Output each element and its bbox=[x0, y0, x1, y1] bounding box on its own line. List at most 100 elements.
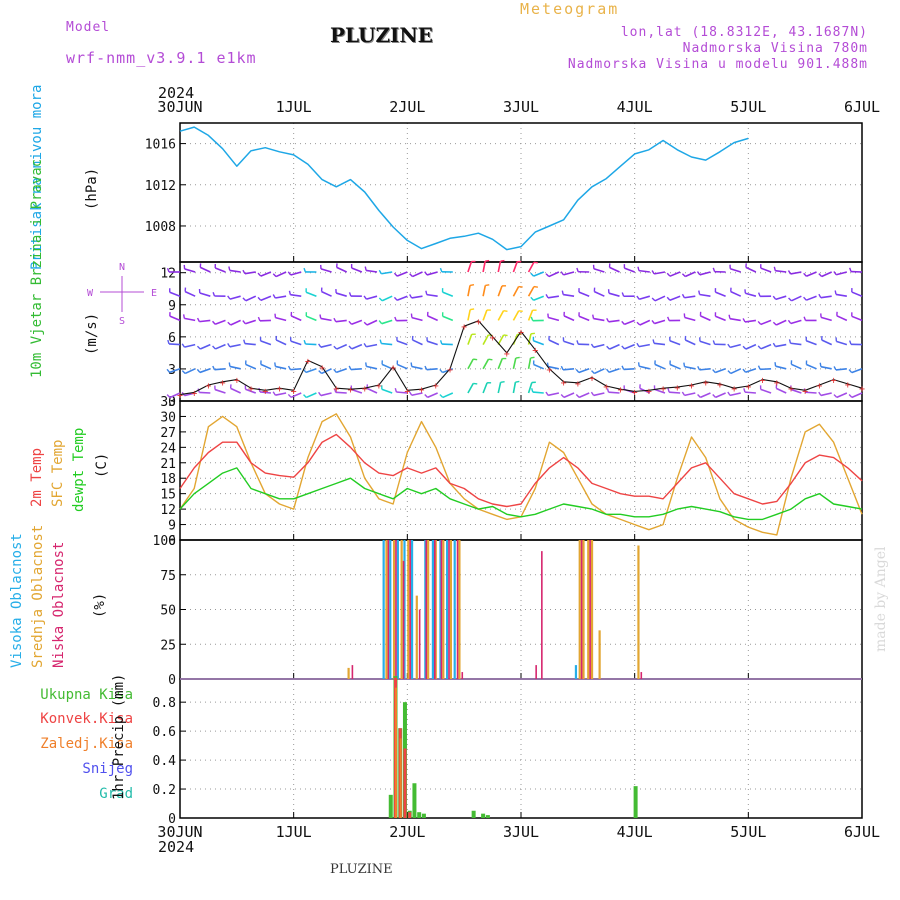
wind-barb bbox=[775, 365, 787, 370]
y-tick-label: 1008 bbox=[145, 220, 176, 235]
wind-barb bbox=[184, 317, 196, 322]
x-tick-label: 3JUL bbox=[502, 98, 540, 116]
x-tick-label: 1JUL bbox=[275, 98, 312, 116]
wind-speed-marker: + bbox=[674, 383, 680, 394]
model-name: wrf-nmm_v3.9.1 e1km bbox=[66, 49, 257, 67]
wind-barb bbox=[548, 316, 560, 322]
wind-barb-flag bbox=[228, 362, 231, 367]
wind-barb bbox=[229, 365, 241, 370]
wind-speed-marker: + bbox=[660, 384, 666, 395]
wind-barb bbox=[229, 269, 241, 273]
wind-barb bbox=[260, 340, 272, 346]
y-tick-label: 30 bbox=[160, 410, 176, 425]
wind-barb bbox=[563, 271, 575, 276]
wind-barb bbox=[684, 392, 696, 397]
wind-barb bbox=[790, 271, 802, 275]
wind-barb-flag bbox=[545, 294, 549, 299]
wind-barb-flag bbox=[818, 391, 822, 396]
wind-barb bbox=[482, 261, 486, 273]
wind-barb bbox=[578, 392, 590, 399]
wind-barb-flag bbox=[333, 345, 338, 350]
wind-barb bbox=[512, 261, 518, 273]
wind-barb-flag bbox=[742, 368, 747, 373]
wind-barb bbox=[260, 271, 272, 277]
wind-speed-marker: + bbox=[717, 380, 723, 391]
wind-barb bbox=[820, 392, 832, 397]
wind-barb bbox=[366, 269, 378, 273]
wind-barb bbox=[412, 339, 423, 346]
wind-barb bbox=[820, 365, 832, 370]
wind-barb bbox=[467, 285, 471, 297]
wind-barb bbox=[336, 368, 347, 374]
wind-barb bbox=[350, 368, 362, 371]
wind-barb-flag bbox=[318, 370, 323, 374]
wind-barb bbox=[169, 368, 181, 374]
wind-barb-flag bbox=[515, 356, 520, 359]
meteogram-label: Meteogram bbox=[520, 0, 620, 18]
wind-barb bbox=[427, 315, 438, 322]
wind-barb bbox=[654, 319, 666, 325]
wind-barb bbox=[290, 392, 302, 399]
altitude-label: Nadmorska Visina 780m bbox=[682, 41, 868, 56]
wind-barb-flag bbox=[590, 391, 595, 396]
x-tick-label: 2JUL bbox=[389, 823, 426, 841]
wind-barb bbox=[306, 392, 317, 399]
wind-barb bbox=[320, 317, 332, 322]
wind-barb-flag bbox=[303, 339, 307, 345]
wind-barb bbox=[638, 269, 650, 273]
wind-barb-flag bbox=[500, 259, 505, 262]
wind-barb bbox=[654, 271, 666, 275]
wind-barb bbox=[775, 387, 787, 394]
wind-barb bbox=[497, 261, 502, 273]
wind-barb bbox=[351, 267, 363, 273]
y-tick-label: 75 bbox=[160, 569, 176, 584]
y-tick-label: 24 bbox=[160, 441, 176, 456]
wind-barb-flag bbox=[181, 343, 186, 348]
grad-label: Grad bbox=[99, 786, 133, 802]
wind-barb-flag bbox=[258, 387, 261, 393]
wind-barb bbox=[851, 368, 863, 374]
wind-speed-marker: + bbox=[518, 328, 524, 339]
wind-speed-marker: + bbox=[589, 373, 595, 384]
year-top: 2024 bbox=[158, 84, 195, 102]
wind-barb bbox=[624, 343, 635, 350]
wind-barb-flag bbox=[545, 273, 550, 278]
total-precip-label: Ukupna Kisa bbox=[40, 687, 133, 703]
wind-barb bbox=[381, 295, 393, 302]
wind-barb bbox=[412, 271, 423, 278]
wind-speed-marker: + bbox=[291, 386, 297, 397]
x-tick-label: 4JUL bbox=[616, 98, 653, 116]
wind-barb-flag bbox=[287, 271, 292, 276]
wind-barb-flag bbox=[469, 284, 475, 287]
wind-speed-marker: + bbox=[433, 381, 439, 392]
wind-barb bbox=[791, 363, 802, 370]
wind-barb bbox=[275, 316, 287, 322]
wind-barb-flag bbox=[227, 343, 231, 348]
y-tick-label: 0 bbox=[168, 812, 176, 827]
wind-barb bbox=[835, 368, 847, 371]
wind-barb bbox=[623, 368, 635, 371]
wind-speed-marker: + bbox=[788, 384, 794, 395]
wind-barb-flag bbox=[636, 342, 640, 347]
wind-barb-flag bbox=[518, 310, 523, 313]
wind-speed-marker: + bbox=[532, 346, 538, 357]
wind-speed-marker: + bbox=[745, 382, 751, 393]
compass-label: N bbox=[119, 262, 125, 273]
wind-barb bbox=[497, 310, 505, 321]
wind-barb bbox=[791, 295, 802, 302]
wind-barb bbox=[497, 334, 505, 345]
wind-barb bbox=[548, 339, 560, 346]
wind-barb-flag bbox=[803, 272, 807, 277]
wind-speed-marker: + bbox=[774, 378, 780, 389]
wind-barb bbox=[760, 319, 772, 326]
wind-barb-flag bbox=[363, 342, 367, 348]
wind-barb bbox=[229, 343, 241, 348]
wind-barb bbox=[684, 316, 696, 322]
wind-barb bbox=[214, 267, 226, 273]
wind-barb bbox=[426, 271, 438, 276]
wind-barb-flag bbox=[212, 291, 216, 297]
total-precip-bar bbox=[471, 810, 476, 818]
wind-barb bbox=[482, 285, 487, 297]
wind-barb-flag bbox=[546, 362, 549, 367]
